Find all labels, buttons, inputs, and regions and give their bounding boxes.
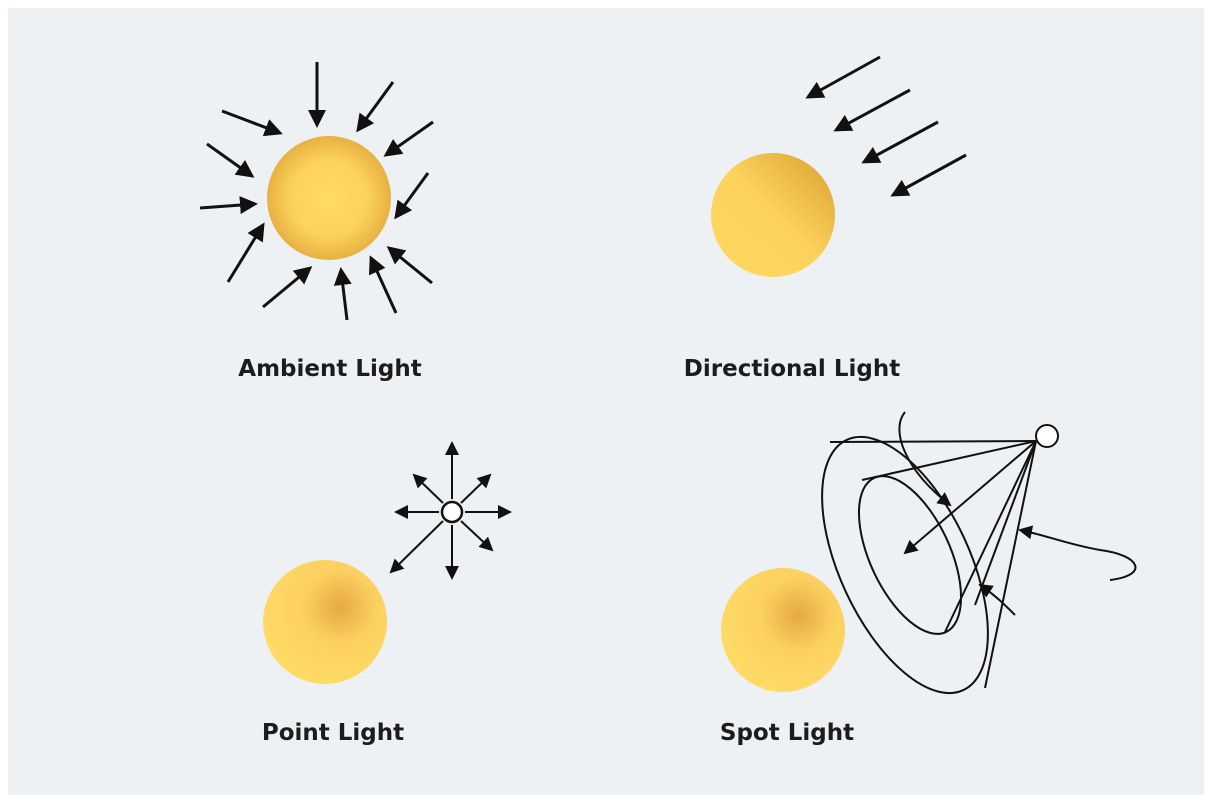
label: Spot Light bbox=[720, 720, 854, 746]
label: Directional Light bbox=[684, 356, 900, 382]
diagram: Ambient Light Directional Light Point Li… bbox=[0, 0, 1212, 803]
label: Ambient Light bbox=[238, 356, 421, 382]
panel-background bbox=[8, 8, 1204, 795]
label: Point Light bbox=[262, 720, 404, 746]
page: Ambient Light Directional Light Point Li… bbox=[0, 0, 1212, 803]
